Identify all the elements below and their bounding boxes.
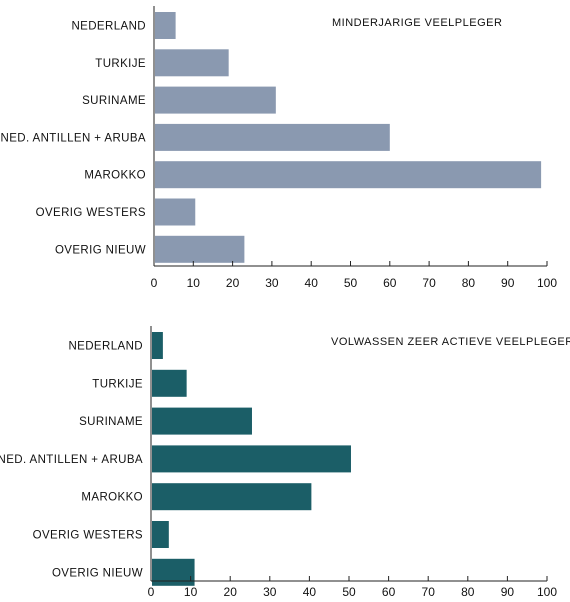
category-label-marokko: MAROKKO [81,492,143,504]
category-label-overig-nieuw: OVERIG NIEUW [52,567,143,579]
x-tick-label: 60 [382,585,396,599]
x-tick-label: 20 [226,276,240,290]
x-tick-label: 90 [501,585,515,599]
x-tick-label: 0 [148,585,155,599]
category-label-nederland: NEDERLAND [68,341,143,353]
category-label-ned-antillen-aruba: NED. ANTILLEN + ARUBA [0,454,143,466]
chart-title: VOLWASSEN ZEER ACTIEVE VEELPLEGER [331,336,570,348]
x-tick-label: 70 [422,585,436,599]
category-label-overig-westers: OVERIG WESTERS [33,530,143,542]
x-tick-label: 10 [187,276,201,290]
category-label-turkije: TURKIJE [95,58,146,70]
bar-ned-antillen-aruba [152,445,351,473]
x-tick-label: 30 [265,276,279,290]
bar-marokko [152,483,312,511]
bar-turkije [155,49,229,77]
bar-nederland [155,12,176,39]
category-label-overig-westers: OVERIG WESTERS [36,207,146,219]
bar-marokko [155,161,542,189]
x-tick-label: 40 [305,276,319,290]
x-tick-label: 80 [461,585,475,599]
bar-overig-nieuw [152,558,195,586]
bar-suriname [152,407,252,435]
x-tick-label: 0 [151,276,158,290]
x-tick-label: 50 [344,276,358,290]
x-tick-label: 100 [537,276,557,290]
category-label-suriname: SURINAME [82,95,146,107]
x-tick-label: 60 [383,276,397,290]
x-tick-label: 50 [342,585,356,599]
category-label-nederland: NEDERLAND [71,21,146,33]
x-tick-label: 20 [224,585,238,599]
x-tick-label: 40 [303,585,317,599]
bar-nederland [152,332,163,359]
bar-overig-westers [152,521,169,548]
x-tick-label: 100 [537,585,557,599]
x-tick-label: 70 [422,276,436,290]
category-label-overig-nieuw: OVERIG NIEUW [55,244,146,256]
x-tick-label: 10 [184,585,198,599]
x-tick-label: 80 [462,276,476,290]
category-label-marokko: MAROKKO [84,170,146,182]
chart-2: VOLWASSEN ZEER ACTIEVE VEELPLEGER NEDERLA… [0,326,570,599]
chart-title: MINDERJARIGE VEELPLEGER [332,17,502,29]
category-label-turkije: TURKIJE [92,378,143,390]
bar-turkije [152,369,187,397]
category-label-ned-antillen-aruba: NED. ANTILLEN + ARUBA [1,132,147,144]
category-label-suriname: SURINAME [79,416,143,428]
x-tick-label: 90 [501,276,515,290]
x-tick-label: 30 [263,585,277,599]
bar-ned-antillen-aruba [155,123,390,151]
bar-suriname [155,86,276,114]
bar-overig-nieuw [155,235,245,263]
bar-overig-westers [155,198,196,226]
chart-1: MINDERJARIGE VEELPLEGER NEDERLAND TURKIJE S… [1,6,557,290]
